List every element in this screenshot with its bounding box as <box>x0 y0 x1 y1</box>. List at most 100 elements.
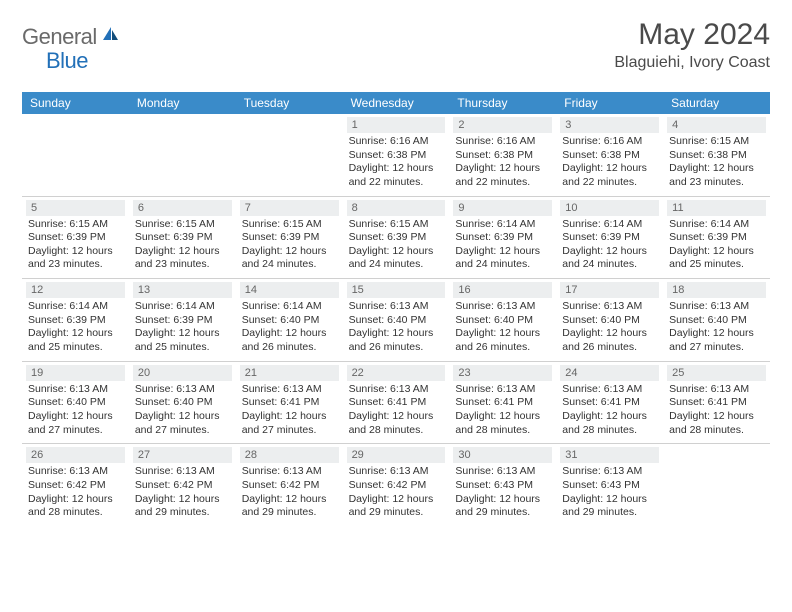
day-number: 10 <box>560 200 659 216</box>
weekday-header: Thursday <box>449 92 556 114</box>
info-line: Sunset: 6:39 PM <box>135 231 232 245</box>
day-info: Sunrise: 6:13 AMSunset: 6:40 PMDaylight:… <box>560 300 659 355</box>
info-line: Sunrise: 6:13 AM <box>349 300 446 314</box>
info-line: and 29 minutes. <box>135 506 232 520</box>
info-line: Daylight: 12 hours <box>242 493 339 507</box>
info-line: Sunrise: 6:15 AM <box>28 218 125 232</box>
info-line: Daylight: 12 hours <box>669 327 766 341</box>
day-number: 15 <box>347 282 446 298</box>
day-number: 18 <box>667 282 766 298</box>
logo-sail-icon <box>101 25 119 48</box>
info-line: Sunset: 6:39 PM <box>28 231 125 245</box>
info-line: Sunset: 6:41 PM <box>562 396 659 410</box>
day-number: 9 <box>453 200 552 216</box>
info-line: and 22 minutes. <box>349 176 446 190</box>
day-cell: 10 Sunrise: 6:14 AMSunset: 6:39 PMDayligh… <box>556 196 663 279</box>
info-line: Daylight: 12 hours <box>562 493 659 507</box>
info-line: Daylight: 12 hours <box>562 410 659 424</box>
day-cell: 25Sunrise: 6:13 AMSunset: 6:41 PMDayligh… <box>663 361 770 444</box>
info-line: Daylight: 12 hours <box>28 410 125 424</box>
day-info: Sunrise: 6:14 AMSunset: 6:39 PMDaylight:… <box>560 218 659 273</box>
info-line: Sunrise: 6:13 AM <box>242 383 339 397</box>
day-number: 31 <box>560 447 659 463</box>
info-line: Sunrise: 6:13 AM <box>455 300 552 314</box>
weekday-header: Friday <box>556 92 663 114</box>
day-info: Sunrise: 6:13 AMSunset: 6:40 PMDaylight:… <box>26 383 125 438</box>
info-line: and 28 minutes. <box>669 424 766 438</box>
day-cell: 9Sunrise: 6:14 AMSunset: 6:39 PMDaylight… <box>449 196 556 279</box>
logo-text-general: General <box>22 24 97 50</box>
info-line: Daylight: 12 hours <box>135 493 232 507</box>
day-cell: 26Sunrise: 6:13 AMSunset: 6:42 PMDayligh… <box>22 443 129 526</box>
info-line: Sunrise: 6:14 AM <box>242 300 339 314</box>
info-line: Sunset: 6:42 PM <box>242 479 339 493</box>
info-line: Daylight: 12 hours <box>135 245 232 259</box>
day-cell: 17Sunrise: 6:13 AMSunset: 6:40 PMDayligh… <box>556 278 663 361</box>
info-line: Daylight: 12 hours <box>669 410 766 424</box>
day-cell: 14Sunrise: 6:14 AMSunset: 6:40 PMDayligh… <box>236 278 343 361</box>
info-line: and 23 minutes. <box>28 258 125 272</box>
info-line: Sunset: 6:39 PM <box>28 314 125 328</box>
info-line: Sunrise: 6:15 AM <box>135 218 232 232</box>
info-line: Sunrise: 6:13 AM <box>242 465 339 479</box>
info-line: and 29 minutes. <box>562 506 659 520</box>
day-cell: 2Sunrise: 6:16 AMSunset: 6:38 PMDaylight… <box>449 114 556 196</box>
info-line: Sunrise: 6:16 AM <box>562 135 659 149</box>
weekday-header: Tuesday <box>236 92 343 114</box>
info-line: and 22 minutes. <box>455 176 552 190</box>
day-info: Sunrise: 6:13 AMSunset: 6:41 PMDaylight:… <box>240 383 339 438</box>
day-info: Sunrise: 6:13 AMSunset: 6:43 PMDaylight:… <box>453 465 552 520</box>
info-line: and 29 minutes. <box>455 506 552 520</box>
info-line: Daylight: 12 hours <box>28 327 125 341</box>
day-number: 12 <box>26 282 125 298</box>
day-cell: 6 Sunrise: 6:15 AMSunset: 6:39 PMDaylight… <box>129 196 236 279</box>
day-info: Sunrise: 6:15 AMSunset: 6:38 PMDaylight:… <box>667 135 766 190</box>
day-cell: 19Sunrise: 6:13 AMSunset: 6:40 PMDayligh… <box>22 361 129 444</box>
day-number: 22 <box>347 365 446 381</box>
day-number: 21 <box>240 365 339 381</box>
day-number: 25 <box>667 365 766 381</box>
info-line: Daylight: 12 hours <box>349 327 446 341</box>
info-line: Daylight: 12 hours <box>242 327 339 341</box>
day-number: 27 <box>133 447 232 463</box>
info-line: Sunset: 6:43 PM <box>455 479 552 493</box>
info-line: Sunset: 6:38 PM <box>349 149 446 163</box>
day-info: Sunrise: 6:13 AMSunset: 6:42 PMDaylight:… <box>133 465 232 520</box>
info-line: and 25 minutes. <box>28 341 125 355</box>
info-line: Sunset: 6:39 PM <box>562 231 659 245</box>
info-line: and 24 minutes. <box>562 258 659 272</box>
day-number: 29 <box>347 447 446 463</box>
empty-cell <box>663 443 770 526</box>
day-cell: 20Sunrise: 6:13 AMSunset: 6:40 PMDayligh… <box>129 361 236 444</box>
calendar-page: General May 2024 Blaguiehi, Ivory Coast … <box>0 0 792 538</box>
info-line: Sunrise: 6:13 AM <box>455 383 552 397</box>
info-line: Daylight: 12 hours <box>349 493 446 507</box>
day-cell: 31Sunrise: 6:13 AMSunset: 6:43 PMDayligh… <box>556 443 663 526</box>
info-line: Sunrise: 6:15 AM <box>669 135 766 149</box>
info-line: Daylight: 12 hours <box>28 245 125 259</box>
day-cell: 15Sunrise: 6:13 AMSunset: 6:40 PMDayligh… <box>343 278 450 361</box>
day-cell: 29Sunrise: 6:13 AMSunset: 6:42 PMDayligh… <box>343 443 450 526</box>
info-line: Sunrise: 6:14 AM <box>28 300 125 314</box>
day-info: Sunrise: 6:14 AMSunset: 6:39 PMDaylight:… <box>667 218 766 273</box>
day-cell: 18Sunrise: 6:13 AMSunset: 6:40 PMDayligh… <box>663 278 770 361</box>
info-line: and 27 minutes. <box>28 424 125 438</box>
weekday-header: Monday <box>129 92 236 114</box>
day-info: Sunrise: 6:13 AMSunset: 6:42 PMDaylight:… <box>26 465 125 520</box>
day-number: 30 <box>453 447 552 463</box>
day-number: 5 <box>26 200 125 216</box>
info-line: Daylight: 12 hours <box>455 162 552 176</box>
day-number: 11 <box>667 200 766 216</box>
info-line: and 28 minutes. <box>455 424 552 438</box>
day-number: 1 <box>347 117 446 133</box>
day-info: Sunrise: 6:14 AMSunset: 6:39 PMDaylight:… <box>26 300 125 355</box>
calendar-grid: SundayMondayTuesdayWednesdayThursdayFrid… <box>22 92 770 526</box>
brand-logo: General <box>22 24 121 50</box>
day-number: 6 <box>133 200 232 216</box>
info-line: and 27 minutes. <box>135 424 232 438</box>
day-cell: 22Sunrise: 6:13 AMSunset: 6:41 PMDayligh… <box>343 361 450 444</box>
info-line: and 26 minutes. <box>242 341 339 355</box>
info-line: Sunset: 6:42 PM <box>349 479 446 493</box>
day-cell: 23Sunrise: 6:13 AMSunset: 6:41 PMDayligh… <box>449 361 556 444</box>
info-line: Sunset: 6:39 PM <box>455 231 552 245</box>
